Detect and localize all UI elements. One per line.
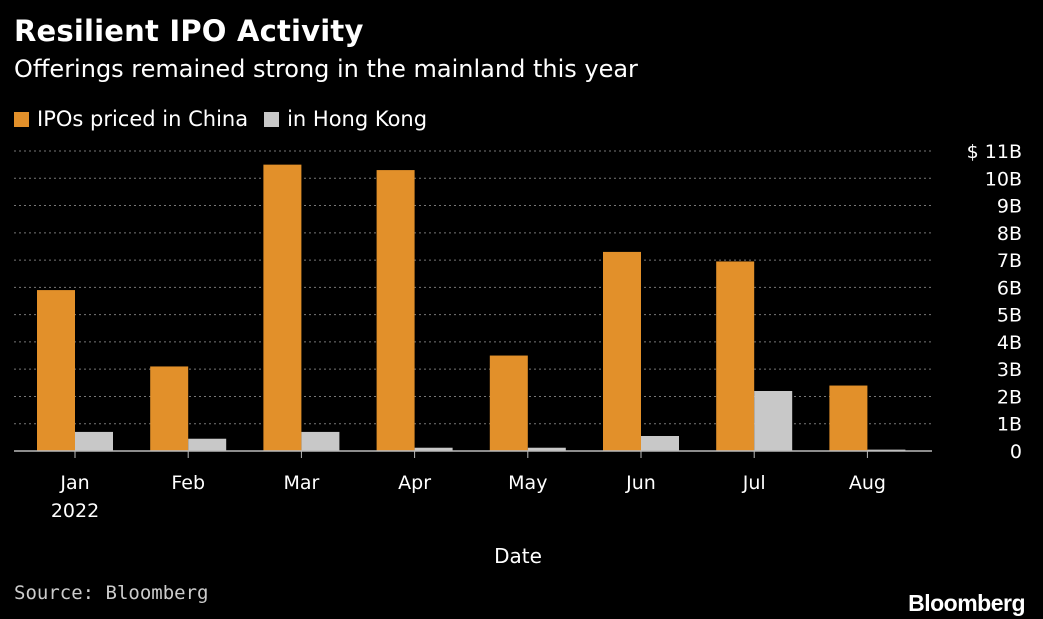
x-tick-label: May bbox=[508, 472, 547, 494]
source-note: Source: Bloomberg bbox=[14, 582, 209, 604]
x-axis-title: Date bbox=[494, 544, 542, 568]
y-tick-label: 10B bbox=[985, 168, 1022, 190]
legend-label-china: IPOs priced in China bbox=[37, 107, 249, 131]
x-tick-label: Mar bbox=[283, 472, 319, 494]
chart-subtitle: Offerings remained strong in the mainlan… bbox=[14, 55, 638, 83]
legend-swatch-hong-kong bbox=[264, 111, 280, 127]
y-tick-label: 7B bbox=[997, 250, 1022, 272]
bar-hong-kong bbox=[641, 436, 679, 451]
bar-hong-kong bbox=[301, 431, 340, 451]
x-tick-label: Jul bbox=[742, 472, 766, 494]
x-tick-label: Apr bbox=[398, 472, 431, 494]
y-tick-label: 0 bbox=[1010, 441, 1022, 463]
y-tick-label: 9B bbox=[997, 196, 1022, 218]
bar-china bbox=[376, 170, 415, 451]
legend-item-china: IPOs priced in China bbox=[14, 107, 248, 131]
x-tick-label: Aug bbox=[849, 472, 886, 494]
bar-china bbox=[150, 366, 189, 451]
bloomberg-logo: Bloomberg bbox=[908, 590, 1025, 616]
chart-title: Resilient IPO Activity bbox=[14, 14, 364, 48]
bar-hong-kong bbox=[527, 447, 566, 451]
y-tick-label: 6B bbox=[997, 277, 1022, 299]
bar-china bbox=[489, 355, 528, 451]
legend-swatch-china bbox=[14, 111, 29, 127]
x-year-label: 2022 bbox=[51, 500, 99, 522]
y-tick-label: 1B bbox=[997, 414, 1022, 436]
y-tick-label: 2B bbox=[997, 386, 1022, 408]
legend-label-hong-kong: in Hong Kong bbox=[287, 107, 428, 131]
y-tick-label: 4B bbox=[997, 332, 1022, 354]
bar-hong-kong bbox=[414, 447, 453, 451]
bar-china bbox=[263, 164, 302, 452]
bar-china bbox=[37, 290, 75, 451]
bar-china bbox=[603, 251, 641, 451]
bar-china bbox=[829, 385, 868, 451]
y-tick-label: 8B bbox=[997, 223, 1022, 245]
x-tick-label: Jun bbox=[625, 472, 656, 494]
y-tick-label: 5B bbox=[997, 305, 1022, 327]
bar-china bbox=[716, 261, 755, 451]
x-tick-label: Jan bbox=[59, 472, 89, 494]
bar-hong-kong bbox=[754, 391, 793, 451]
y-tick-label: 3B bbox=[997, 359, 1022, 381]
bar-hong-kong bbox=[188, 438, 227, 451]
bar-hong-kong bbox=[75, 431, 113, 451]
chart-legend: IPOs priced in China in Hong Kong bbox=[14, 107, 443, 131]
x-tick-label: Feb bbox=[171, 472, 205, 494]
legend-item-hong-kong: in Hong Kong bbox=[264, 107, 427, 131]
y-tick-label: $ 11B bbox=[967, 141, 1022, 163]
